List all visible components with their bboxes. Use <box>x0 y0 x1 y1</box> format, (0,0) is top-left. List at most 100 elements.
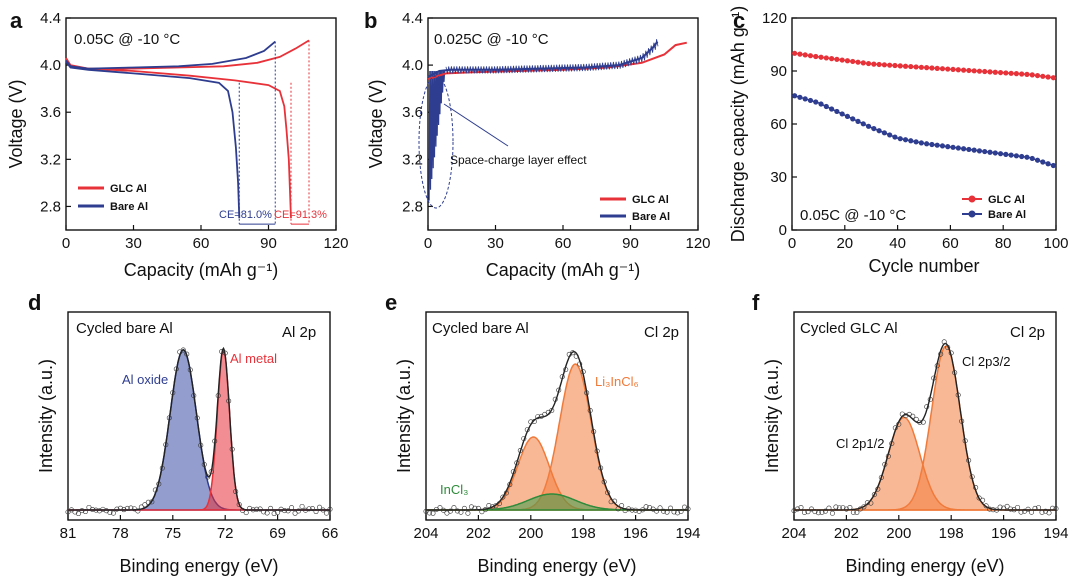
raw-data-point <box>475 505 481 511</box>
raw-data-point <box>661 508 667 514</box>
raw-data-point <box>633 507 639 513</box>
raw-data-point <box>566 351 572 357</box>
series-line-charge <box>65 40 276 70</box>
raw-data-point <box>913 416 919 422</box>
x-tick-label: 194 <box>1043 525 1068 542</box>
data-point <box>945 144 951 150</box>
plot-frame <box>793 311 1057 521</box>
data-point <box>1050 75 1056 81</box>
data-point <box>860 60 866 66</box>
data-point <box>971 68 977 74</box>
data-point <box>1008 152 1014 158</box>
raw-data-point <box>612 498 618 504</box>
legend-label: Bare Al <box>110 201 148 213</box>
raw-data-point <box>292 510 298 516</box>
raw-data-point <box>664 509 670 515</box>
peak-label-incl3: InCl₃ <box>440 482 468 497</box>
raw-data-point <box>507 482 513 488</box>
raw-data-point <box>847 505 853 511</box>
data-point <box>1013 153 1020 159</box>
chart-title: 0.05C @ -10 °C <box>800 207 906 224</box>
raw-data-point <box>229 446 235 452</box>
data-point <box>813 53 819 60</box>
raw-data-point <box>829 510 835 516</box>
raw-data-point <box>261 509 267 515</box>
raw-data-point <box>840 505 846 511</box>
data-point <box>844 58 851 64</box>
data-point <box>850 58 856 65</box>
data-point <box>802 52 808 58</box>
raw-data-point <box>479 509 485 515</box>
data-point <box>807 97 814 104</box>
raw-data-point <box>948 350 954 356</box>
annotation-ce-bare: CE=81.0% <box>219 209 272 221</box>
data-point <box>976 148 983 154</box>
peak-label-al-oxide: Al oxide <box>122 372 168 387</box>
series-oscillation <box>428 70 446 201</box>
data-point <box>902 137 909 143</box>
x-tick-label: 194 <box>675 525 700 542</box>
data-point <box>881 130 888 136</box>
raw-data-point <box>465 510 471 516</box>
raw-data-point <box>324 510 330 516</box>
data-point <box>945 66 951 72</box>
raw-data-point <box>580 369 586 375</box>
raw-data-point <box>594 448 600 454</box>
raw-data-point <box>1022 508 1028 514</box>
raw-data-point <box>941 339 947 345</box>
raw-data-point <box>808 506 814 512</box>
raw-data-point <box>615 506 621 512</box>
raw-data-point <box>945 344 951 350</box>
raw-data-point <box>521 436 527 442</box>
raw-data-point <box>201 462 207 468</box>
raw-data-point <box>587 408 593 414</box>
raw-data-point <box>896 421 902 427</box>
raw-data-point <box>1039 509 1045 515</box>
raw-data-point <box>885 453 891 459</box>
data-point <box>813 99 819 105</box>
raw-data-point <box>601 479 607 485</box>
raw-data-point <box>920 419 926 425</box>
x-tick-label: 120 <box>685 235 710 252</box>
data-point <box>1003 151 1009 157</box>
series-line <box>427 41 688 81</box>
data-point <box>982 148 988 155</box>
raw-data-point <box>1011 507 1017 513</box>
x-tick-label: 66 <box>322 525 339 542</box>
series-line-discharge <box>65 58 292 219</box>
raw-data-point <box>1043 508 1049 514</box>
raw-data-point <box>622 508 628 514</box>
raw-data-point <box>163 442 169 448</box>
data-point <box>918 64 924 70</box>
data-point <box>1019 153 1025 160</box>
raw-data-point <box>310 506 316 512</box>
data-point <box>997 69 1004 76</box>
raw-data-point <box>282 508 288 514</box>
raw-data-point <box>812 509 818 515</box>
y-tick-label: 3.2 <box>40 151 61 168</box>
raw-data-point <box>826 505 832 511</box>
x-tick-label: 78 <box>112 525 129 542</box>
raw-data-point <box>451 505 457 511</box>
data-point <box>839 57 845 63</box>
raw-data-point <box>843 506 849 512</box>
x-tick-label: 196 <box>991 525 1016 542</box>
y-axis-label: Intensity (a.u.) <box>36 359 56 473</box>
raw-data-point <box>584 390 590 396</box>
data-point <box>823 55 829 61</box>
raw-data-point <box>966 457 972 463</box>
peak-label-li3incl6: Li₃InCl₆ <box>595 374 639 389</box>
panel-label: a <box>10 8 23 33</box>
peak-label-al-metal: Al metal <box>230 351 277 366</box>
data-point <box>876 61 882 68</box>
envelope-line <box>426 350 688 511</box>
raw-data-point <box>668 505 674 511</box>
raw-data-point <box>805 509 811 515</box>
raw-data-point <box>215 393 221 399</box>
raw-data-point <box>191 393 197 399</box>
annotation-arrow <box>443 103 509 147</box>
raw-data-point <box>927 397 933 403</box>
raw-data-point <box>1018 509 1024 515</box>
raw-data-point <box>857 506 863 512</box>
raw-data-point <box>296 508 302 514</box>
